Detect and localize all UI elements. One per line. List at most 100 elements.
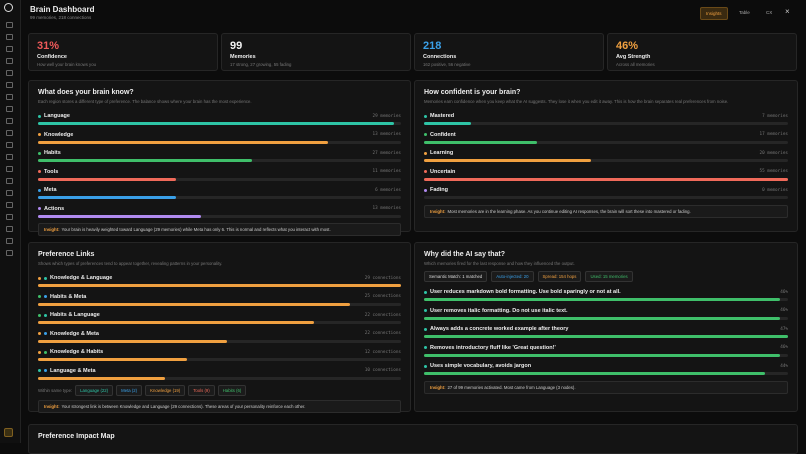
nav-icon[interactable] [6,214,13,220]
row-head: Habits & Language 22 connections [38,311,401,319]
row-name-wrap: User reduces markdown bold formatting. U… [424,289,621,295]
row-name: Language & Meta [50,367,96,374]
nav-icon[interactable] [6,46,13,52]
dot [44,313,47,317]
bar [424,159,592,162]
nav-icon[interactable] [6,178,13,184]
bar [38,339,227,343]
user-avatar[interactable] [4,428,13,437]
row: Habits & Language 22 connections [38,311,401,324]
row-name-wrap: Habits & Language [38,312,100,318]
bar [38,376,166,380]
nav-icon[interactable] [6,202,13,208]
nav-icon[interactable] [6,166,13,172]
nav-icon[interactable] [6,94,13,100]
row-head: Knowledge & Habits 12 connections [38,348,401,356]
nav-icon[interactable] [6,238,13,244]
memory-weight: 46% [780,308,788,313]
insights-button[interactable]: Insights [700,7,728,20]
nav-icon[interactable] [6,190,13,196]
bar [38,122,394,125]
nav-icon[interactable] [6,34,13,40]
row-count: 55 memories [759,169,788,174]
nav-icon[interactable] [6,250,13,256]
bar-track [38,358,401,361]
memory-row: Always adds a concrete worked example af… [424,325,788,338]
memory-text: User reduces markdown bold formatting. U… [430,289,621,295]
row-name-wrap: Knowledge & Habits [38,349,103,355]
bar-track [424,335,788,338]
nav-icon[interactable] [6,226,13,232]
stat-card: 218 Connections 162 positive, 56 negative [414,33,604,71]
nav-icon[interactable] [6,70,13,76]
stat-value: 99 [230,40,243,52]
bar-track [38,284,401,287]
row-head: Always adds a concrete worked example af… [424,325,788,333]
panel-title: How confident is your brain? [424,89,521,96]
dot [44,350,47,354]
nav-icon[interactable] [6,154,13,160]
row-head: Removes introductory fluff like 'Great q… [424,344,788,352]
bar [424,372,765,375]
nav-icon[interactable] [6,130,13,136]
dot [38,151,41,155]
row-head: Uncertain 55 memories [424,168,788,176]
row: Knowledge & Language 29 connections [38,274,401,287]
row-count: 29 connections [364,275,401,281]
row-count: 10 connections [364,368,401,373]
page: Brain Dashboard 99 memories, 218 connect… [4,0,798,454]
table-button[interactable]: Table [739,10,750,15]
dot [38,350,41,354]
nav-icon[interactable] [6,58,13,64]
nav-icon[interactable] [6,22,13,28]
panel-title: What does your brain know? [38,89,134,96]
row-count: 12 connections [364,349,401,355]
bar [424,177,788,181]
row-name-wrap: Knowledge & Meta [38,331,99,337]
bar-track [38,376,401,380]
dot [38,313,41,317]
row: Habits 27 memories [38,149,401,162]
stat-value: 46% [616,40,639,52]
cx-button[interactable]: CX [766,10,773,15]
dot [424,133,427,136]
dot [38,133,41,136]
row-name: Actions [44,205,65,212]
panel-subtitle: Which memories fired for the last respon… [424,261,575,266]
stat-value: 31% [37,40,60,52]
row-head: Habits & Meta 25 connections [38,293,401,301]
row-name: Meta [44,187,57,193]
row-head: User reduces markdown bold formatting. U… [424,288,788,296]
row-count: 20 memories [759,150,788,156]
memory-row: Uses simple vocabulary, avoids jargon 44% [424,362,788,375]
bar [38,196,176,199]
nav-icon[interactable] [6,118,13,124]
dot [424,170,427,173]
insight-text: 27 of 99 memories activated. Most came f… [447,384,576,390]
bar [424,353,781,357]
nav-icon[interactable] [6,82,13,88]
row-head: Mastered 7 memories [424,112,788,120]
row-head: Knowledge & Meta 22 connections [38,330,401,338]
insight: Insight: Most memories are in the learnin… [424,204,788,218]
bar-track [38,159,401,162]
row-name-wrap: Confident [424,132,456,138]
stat-label: Memories [230,54,256,60]
close-button[interactable]: × [785,7,790,16]
row-head: Actions 13 memories [38,205,401,213]
row-head: User removes italic formatting. Do not u… [424,307,788,315]
dot [424,290,427,294]
logo[interactable] [4,3,13,12]
stat-note: 17 strong, 27 growing, 55 fading [230,62,292,67]
row-head: Knowledge & Language 29 connections [38,274,401,282]
nav-icon[interactable] [6,142,13,148]
dot [38,332,41,335]
dot [424,327,427,331]
dot [44,332,47,335]
chips: Semantic Match: 1 matched Auto-injected: … [424,271,788,282]
dot [44,295,47,298]
row-name-wrap: Always adds a concrete worked example af… [424,326,568,332]
insight-label: Insight: [44,404,60,409]
memory-row: Removes introductory fluff like 'Great q… [424,344,788,357]
nav-icon[interactable] [6,106,13,112]
